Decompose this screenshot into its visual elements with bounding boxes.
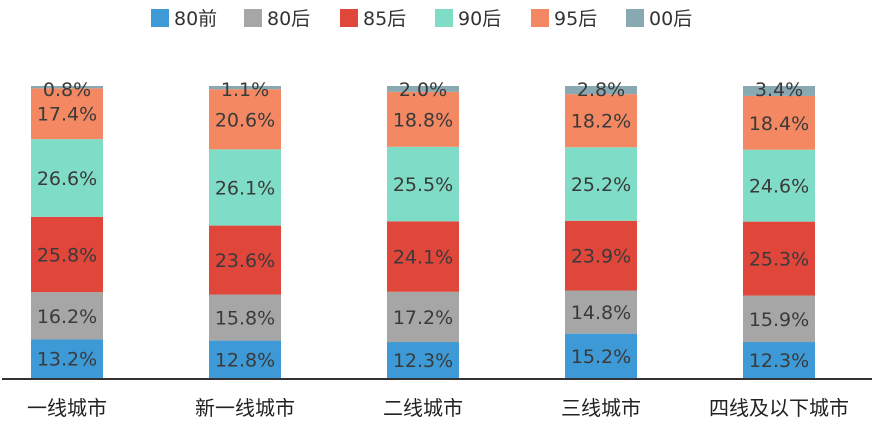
bar-segment xyxy=(387,291,459,343)
legend-swatch xyxy=(340,9,358,27)
x-tick-label: 二线城市 xyxy=(383,396,463,420)
bar-segment xyxy=(209,340,281,378)
data-label: 26.1% xyxy=(215,177,275,199)
data-label: 26.6% xyxy=(37,168,97,190)
bar-segment xyxy=(743,86,815,96)
data-label: 1.1% xyxy=(221,79,269,101)
legend-label: 90后 xyxy=(458,8,501,30)
legend-label: 85后 xyxy=(363,8,406,30)
x-tick-label: 三线城市 xyxy=(561,396,641,420)
legend-swatch xyxy=(626,9,644,27)
bar-segment xyxy=(565,220,637,291)
data-label: 2.8% xyxy=(577,79,625,101)
bar-segment xyxy=(387,342,459,378)
data-label: 12.3% xyxy=(393,350,453,372)
data-label: 23.6% xyxy=(215,250,275,272)
x-tick-label: 四线及以下城市 xyxy=(709,396,849,420)
data-label: 17.2% xyxy=(393,307,453,329)
legend-item: 00后 xyxy=(626,8,692,30)
data-label: 18.4% xyxy=(749,113,809,135)
bar-segment xyxy=(209,149,281,226)
bar-segment xyxy=(31,139,103,217)
bar-segment xyxy=(743,295,815,343)
data-label: 13.2% xyxy=(37,349,97,371)
legend-item: 80前 xyxy=(151,8,217,30)
legend-item: 80后 xyxy=(244,8,310,30)
bar-segment xyxy=(387,91,459,147)
bar-segment xyxy=(743,149,815,222)
data-label: 18.8% xyxy=(393,109,453,131)
legend-item: 90后 xyxy=(435,8,501,30)
bar-segment xyxy=(565,290,637,334)
data-label: 24.1% xyxy=(393,247,453,269)
bar-segment xyxy=(387,86,459,92)
data-label: 17.4% xyxy=(37,104,97,126)
legend-swatch xyxy=(151,9,169,27)
bar-segment xyxy=(31,86,103,89)
data-label: 16.2% xyxy=(37,306,97,328)
bar-segment xyxy=(31,292,103,340)
legend-swatch xyxy=(435,9,453,27)
segment-labels: 13.2% 16.2% 25.8% 26.6% 17.4% 0.8% 12.8% 15.8% 2… xyxy=(37,79,809,372)
bar-segment xyxy=(209,86,281,90)
bar-segment xyxy=(209,294,281,341)
data-label: 3.4% xyxy=(755,79,803,101)
data-label: 0.8% xyxy=(43,79,91,101)
bar-segment xyxy=(209,225,281,295)
data-label: 25.3% xyxy=(749,249,809,271)
bar-segment xyxy=(31,88,103,140)
data-label: 12.8% xyxy=(215,349,275,371)
legend-item: 85后 xyxy=(340,8,406,30)
data-label: 2.0% xyxy=(399,79,447,101)
bar-segment xyxy=(31,339,103,378)
data-label: 20.6% xyxy=(215,109,275,131)
legend: 80前 80后 85后 90后 95后 00后 xyxy=(151,8,692,30)
data-label: 23.9% xyxy=(571,246,631,268)
data-label: 14.8% xyxy=(571,302,631,324)
bar-segment xyxy=(743,95,815,150)
bar-segment xyxy=(743,221,815,296)
bar-segment xyxy=(209,89,281,150)
legend-label: 80前 xyxy=(174,8,217,30)
data-label: 15.8% xyxy=(215,308,275,330)
bar-segment xyxy=(565,333,637,378)
data-label: 25.5% xyxy=(393,174,453,196)
bar-segment xyxy=(565,86,637,95)
legend-item: 95后 xyxy=(531,8,597,30)
legend-label: 95后 xyxy=(554,8,597,30)
data-label: 25.2% xyxy=(571,174,631,196)
data-label: 12.3% xyxy=(749,350,809,372)
bar-segment xyxy=(387,146,459,222)
bars xyxy=(31,86,815,378)
data-label: 15.2% xyxy=(571,346,631,368)
x-tick-labels: 一线城市 新一线城市 二线城市 三线城市 四线及以下城市 xyxy=(27,396,849,420)
bar-segment xyxy=(387,221,459,292)
legend-swatch xyxy=(531,9,549,27)
bar-segment xyxy=(565,94,637,148)
data-label: 15.9% xyxy=(749,309,809,331)
bar-segment xyxy=(565,147,637,221)
bar-segment xyxy=(743,342,815,378)
data-label: 25.8% xyxy=(37,244,97,266)
data-label: 18.2% xyxy=(571,111,631,133)
legend-label: 80后 xyxy=(267,8,310,30)
x-tick-label: 一线城市 xyxy=(27,396,107,420)
data-label: 24.6% xyxy=(749,176,809,198)
legend-label: 00后 xyxy=(649,8,692,30)
x-tick-label: 新一线城市 xyxy=(195,396,295,420)
legend-swatch xyxy=(244,9,262,27)
bar-segment xyxy=(31,216,103,293)
